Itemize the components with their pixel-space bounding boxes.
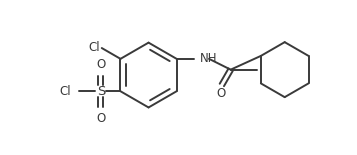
Text: NH: NH	[200, 52, 218, 65]
Text: O: O	[96, 112, 105, 125]
Text: S: S	[97, 85, 105, 98]
Text: Cl: Cl	[60, 85, 71, 98]
Text: O: O	[96, 58, 105, 71]
Text: Cl: Cl	[88, 41, 100, 54]
Text: O: O	[216, 87, 226, 100]
